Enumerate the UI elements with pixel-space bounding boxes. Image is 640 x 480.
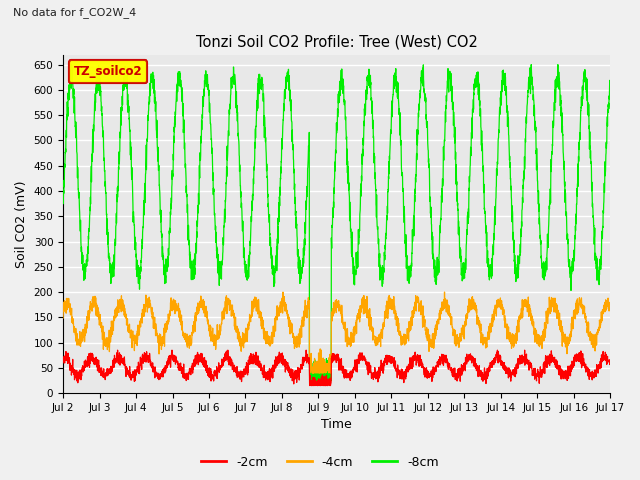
Legend: -2cm, -4cm, -8cm: -2cm, -4cm, -8cm: [196, 451, 444, 474]
Title: Tonzi Soil CO2 Profile: Tree (West) CO2: Tonzi Soil CO2 Profile: Tree (West) CO2: [196, 34, 477, 49]
Legend: TZ_soilco2: TZ_soilco2: [69, 60, 147, 83]
X-axis label: Time: Time: [321, 419, 352, 432]
Y-axis label: Soil CO2 (mV): Soil CO2 (mV): [15, 180, 28, 267]
Text: No data for f_CO2W_4: No data for f_CO2W_4: [13, 7, 136, 18]
